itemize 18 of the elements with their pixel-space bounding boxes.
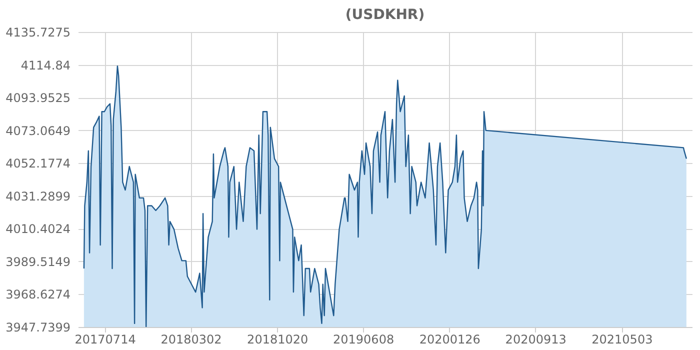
y-tick-label: 4093.9525	[6, 91, 70, 106]
x-tick-label: 20170714	[74, 332, 136, 346]
y-tick-label: 4010.4024	[6, 222, 70, 236]
x-tick-label: 20200913	[505, 332, 566, 346]
y-tick-label: 3947.7399	[6, 320, 70, 334]
x-tick-label: 20181020	[247, 332, 308, 346]
y-tick-label: 4114.84	[20, 58, 70, 72]
x-tick-label: 20180302	[160, 332, 222, 346]
y-tick-label: 4135.7275	[6, 26, 70, 40]
y-tick-label: 3968.6274	[6, 288, 70, 302]
x-tick-label: 20200126	[419, 332, 480, 346]
y-tick-label: 4073.0649	[6, 124, 70, 138]
y-tick-label: 4031.2899	[6, 189, 70, 204]
y-tick-label: 3989.5149	[6, 254, 70, 269]
y-tick-label: 4052.1774	[6, 156, 70, 171]
chart-title: (USDKHR)	[345, 7, 425, 23]
x-tick-label: 20210503	[592, 332, 653, 346]
x-tick-label: 20190608	[333, 332, 394, 346]
